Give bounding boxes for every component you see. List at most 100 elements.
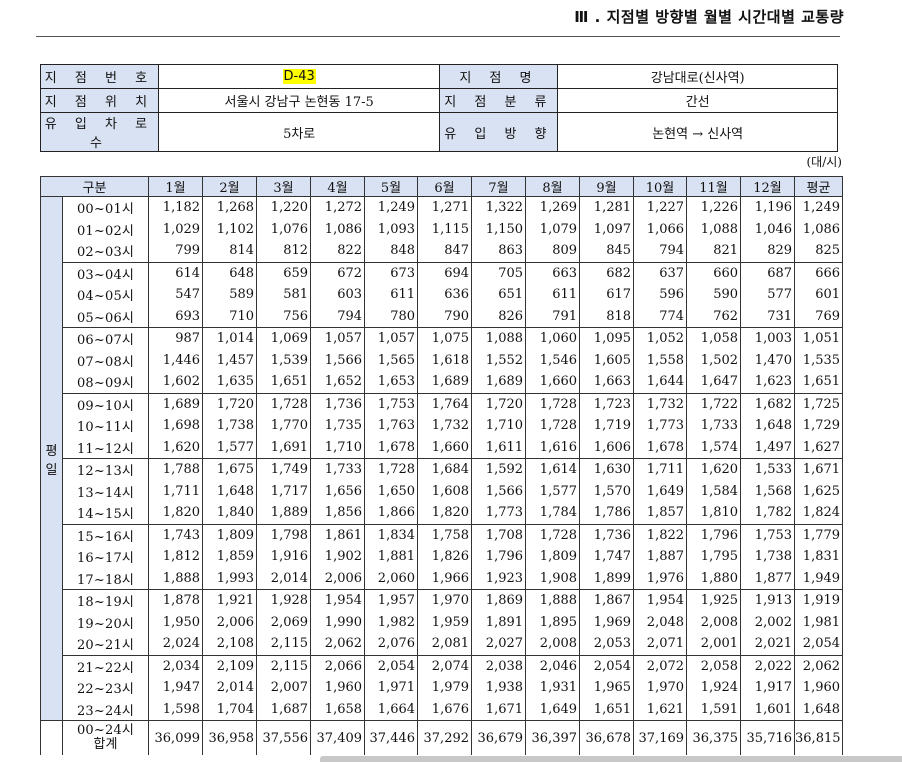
traffic-value-cell: 1,711 <box>633 458 688 481</box>
traffic-value-cell: 1,738 <box>202 415 258 437</box>
time-slot-label: 16~17시 <box>61 546 150 568</box>
traffic-value-cell: 1,653 <box>364 371 419 393</box>
traffic-value-cell: 1,809 <box>202 523 258 546</box>
traffic-value-cell: 1,782 <box>740 502 796 524</box>
traffic-value-cell: 1,611 <box>471 436 527 459</box>
traffic-value-cell: 1,921 <box>202 589 258 612</box>
traffic-value-cell: 1,728 <box>525 415 581 437</box>
traffic-value-cell: 1,592 <box>471 458 527 481</box>
total-value-cell: 36,375 <box>686 720 742 755</box>
traffic-value-cell: 1,990 <box>310 611 366 633</box>
traffic-value-cell: 1,779 <box>794 523 844 546</box>
traffic-value-cell: 1,758 <box>417 523 473 546</box>
horizontal-scrollbar[interactable] <box>320 756 902 762</box>
total-row-spacer <box>40 720 63 755</box>
traffic-value-cell: 1,753 <box>364 392 419 415</box>
traffic-value-cell: 1,880 <box>686 567 742 590</box>
traffic-value-cell: 2,022 <box>740 654 796 677</box>
traffic-value-cell: 987 <box>148 327 204 350</box>
traffic-value-cell: 1,003 <box>740 327 796 350</box>
traffic-value-cell: 1,616 <box>525 436 581 459</box>
traffic-value-cell: 1,470 <box>740 349 796 371</box>
traffic-value-cell: 794 <box>633 240 688 262</box>
traffic-value-cell: 863 <box>471 240 527 262</box>
traffic-value-cell: 1,060 <box>525 327 581 350</box>
traffic-value-cell: 845 <box>579 240 635 262</box>
traffic-value-cell: 1,810 <box>686 502 742 524</box>
total-value-cell: 37,409 <box>310 720 366 755</box>
traffic-value-cell: 1,889 <box>256 502 312 524</box>
traffic-value-cell: 1,648 <box>794 698 844 721</box>
traffic-value-cell: 2,081 <box>417 633 473 655</box>
traffic-value-cell: 1,691 <box>256 436 312 459</box>
traffic-value-cell: 1,698 <box>148 415 204 437</box>
lanes-value: 5차로 <box>157 112 441 152</box>
traffic-value-cell: 2,008 <box>686 611 742 633</box>
traffic-value-cell: 1,271 <box>417 196 473 219</box>
traffic-value-cell: 1,888 <box>148 567 204 590</box>
traffic-value-cell: 1,678 <box>364 436 419 459</box>
traffic-value-cell: 1,097 <box>579 218 635 240</box>
traffic-value-cell: 1,954 <box>633 589 688 612</box>
traffic-value-cell: 1,710 <box>471 415 527 437</box>
traffic-value-cell: 791 <box>525 305 581 328</box>
traffic-value-cell: 1,728 <box>525 392 581 415</box>
traffic-value-cell: 1,899 <box>579 567 635 590</box>
traffic-value-cell: 1,931 <box>525 677 581 699</box>
traffic-value-cell: 1,965 <box>579 677 635 699</box>
traffic-value-cell: 812 <box>256 240 312 262</box>
traffic-value-cell: 1,281 <box>579 196 635 219</box>
traffic-value-cell: 1,649 <box>525 698 581 721</box>
total-value-cell: 36,099 <box>148 720 204 755</box>
traffic-value-cell: 2,014 <box>256 567 312 590</box>
table-row: 10~11시 1,698 1,738 1,770 1,735 1,763 1,732 1,71… <box>41 415 844 437</box>
page-title: Ⅲ . 지점별 방향별 월별 시간대별 교통량 <box>574 8 844 26</box>
traffic-value-cell: 1,924 <box>686 677 742 699</box>
column-header: 평균 <box>794 176 844 197</box>
total-value-cell: 36,958 <box>202 720 258 755</box>
table-row: 01~02시 1,029 1,102 1,076 1,086 1,093 1,115 1,15… <box>41 218 844 240</box>
traffic-value-cell: 1,618 <box>417 349 473 371</box>
traffic-value-cell: 1,621 <box>633 698 688 721</box>
traffic-value-cell: 2,062 <box>310 633 366 655</box>
column-header: 10월 <box>633 176 688 197</box>
time-slot-label: 09~10시 <box>61 392 150 415</box>
traffic-value-cell: 1,226 <box>686 196 742 219</box>
traffic-value-cell: 1,663 <box>579 371 635 393</box>
traffic-value-cell: 1,227 <box>633 196 688 219</box>
traffic-value-cell: 1,539 <box>256 349 312 371</box>
traffic-value-cell: 2,058 <box>686 654 742 677</box>
traffic-value-cell: 814 <box>202 240 258 262</box>
traffic-value-cell: 1,671 <box>794 458 844 481</box>
time-slot-label: 00~01시 <box>61 196 150 219</box>
info-row: 지 점 번 호 D-43 지 점 명 강남대로(신사역) <box>40 64 838 89</box>
traffic-value-cell: 1,623 <box>740 371 796 393</box>
time-slot-label: 08~09시 <box>61 371 150 393</box>
traffic-value-cell: 1,722 <box>686 392 742 415</box>
traffic-value-cell: 790 <box>417 305 473 328</box>
table-row: 20~21시 2,024 2,108 2,115 2,062 2,076 2,081 2,02… <box>41 633 844 655</box>
station-name-label: 지 점 명 <box>439 64 559 89</box>
total-value-cell: 37,446 <box>364 720 419 755</box>
table-row: 19~20시 1,950 2,006 2,069 1,990 1,982 1,959 1,89… <box>41 611 844 633</box>
traffic-value-cell: 1,093 <box>364 218 419 240</box>
traffic-value-cell: 1,861 <box>310 523 366 546</box>
traffic-value-cell: 1,502 <box>686 349 742 371</box>
time-slot-label: 23~24시 <box>61 698 150 721</box>
traffic-value-cell: 1,786 <box>579 502 635 524</box>
traffic-value-cell: 1,957 <box>364 589 419 612</box>
traffic-value-cell: 1,708 <box>471 523 527 546</box>
traffic-value-cell: 2,054 <box>794 633 844 655</box>
traffic-value-cell: 611 <box>525 284 581 306</box>
traffic-value-cell: 601 <box>794 284 844 306</box>
traffic-value-cell: 1,887 <box>633 546 688 568</box>
traffic-value-cell: 1,925 <box>686 589 742 612</box>
traffic-value-cell: 659 <box>256 261 312 284</box>
table-row: 05~06시 693 710 756 794 780 790 826 791 818 774 762 7… <box>41 305 844 328</box>
column-header: 3월 <box>256 176 312 197</box>
traffic-value-cell: 1,598 <box>148 698 204 721</box>
traffic-value-cell: 1,552 <box>471 349 527 371</box>
traffic-value-cell: 1,566 <box>310 349 366 371</box>
traffic-value-cell: 1,834 <box>364 523 419 546</box>
traffic-value-cell: 1,857 <box>633 502 688 524</box>
